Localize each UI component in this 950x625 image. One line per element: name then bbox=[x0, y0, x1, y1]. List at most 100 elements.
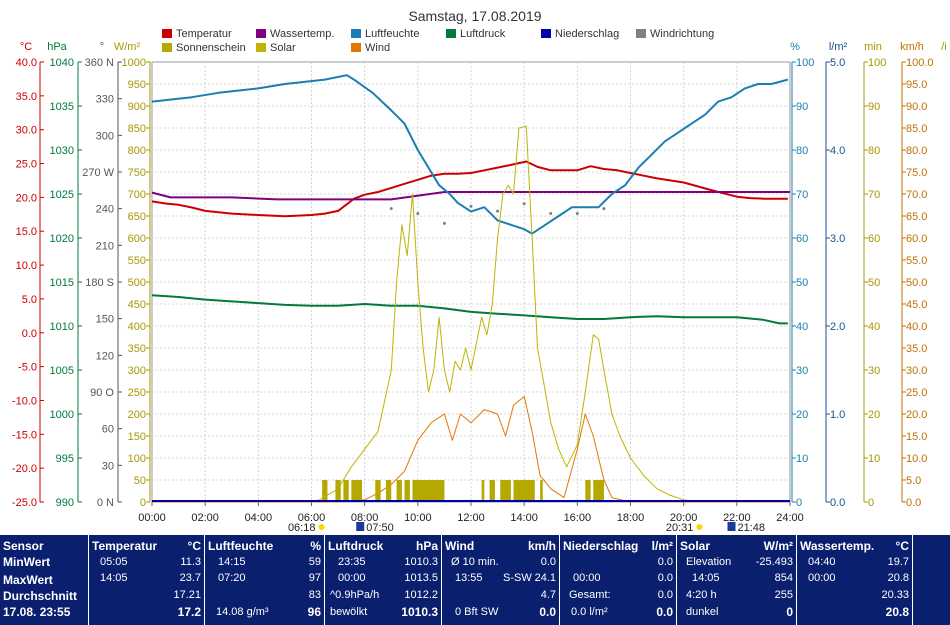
tick-label: 995 bbox=[56, 453, 74, 465]
tick-label: 80 bbox=[796, 145, 808, 157]
tick-label: 100 bbox=[796, 57, 814, 69]
solar-header: Solar bbox=[680, 539, 711, 553]
series-wassertemp- bbox=[151, 191, 790, 201]
solar-avg: 255 bbox=[774, 589, 793, 601]
sunshine-bar bbox=[513, 480, 535, 502]
press-max-time: 00:00 bbox=[338, 572, 366, 584]
grid bbox=[151, 61, 791, 503]
tick-label: 650 bbox=[128, 211, 146, 223]
solar-unit: W/m² bbox=[763, 539, 793, 553]
solar-elev-label: Elevation bbox=[686, 556, 732, 568]
tick-label: 250 bbox=[128, 387, 146, 399]
pressure-header: Luftdruck bbox=[328, 539, 384, 553]
tick-label: 25.0 bbox=[906, 387, 927, 399]
minwert-label: MinWert bbox=[3, 555, 51, 569]
tick-label: 60 bbox=[796, 233, 808, 245]
precip-total: 0.0 bbox=[657, 589, 673, 601]
tick-label: 1020 bbox=[50, 233, 74, 245]
precip-max-time: 00:00 bbox=[573, 572, 601, 584]
series-luftdruck bbox=[151, 294, 788, 325]
solar-column: Solar W/m² Elevation -25.493 14:05 854 4:20… bbox=[676, 535, 796, 625]
tick-label: 70 bbox=[796, 189, 808, 201]
series-wind bbox=[152, 395, 790, 503]
tick-label: 80 bbox=[868, 145, 880, 157]
tick-label: 15.0 bbox=[16, 226, 37, 238]
sunshine-bar bbox=[343, 480, 349, 502]
water-min-time: 04:40 bbox=[808, 556, 836, 568]
sunshine-bar bbox=[396, 480, 402, 502]
time-label: 14:00 bbox=[510, 512, 538, 524]
legend-swatch bbox=[446, 29, 456, 38]
time-label: 06:00 bbox=[298, 512, 326, 524]
precip-header: Niederschlag bbox=[563, 539, 639, 553]
solar-elevation: -25.493 bbox=[755, 556, 793, 568]
direction-point bbox=[389, 207, 393, 211]
tick-label: 30.0 bbox=[906, 365, 927, 377]
water-header: Wassertemp. bbox=[800, 539, 875, 553]
legend: Temperatur Wassertemp. Luftfeuchte Luftdruc… bbox=[162, 28, 714, 54]
tick-label: 100 bbox=[868, 57, 886, 69]
solar-state: dunkel bbox=[686, 606, 719, 618]
tick-label: 90 bbox=[868, 101, 880, 113]
moonrise-label: 07:50 bbox=[366, 522, 394, 534]
direction-point bbox=[442, 221, 446, 225]
tick-label: 120 bbox=[96, 350, 114, 362]
series-windrichtung bbox=[389, 202, 606, 225]
tick-label: 95.0 bbox=[906, 79, 927, 91]
time-label: 00:00 bbox=[138, 512, 166, 524]
moonset-label: 21:48 bbox=[738, 522, 766, 534]
wind-avg10: 0.0 bbox=[540, 556, 556, 568]
sunshine-bar bbox=[322, 480, 328, 502]
sunshine-bar bbox=[489, 480, 495, 502]
legend-swatch bbox=[351, 43, 361, 52]
sunset-icon bbox=[696, 524, 703, 530]
legend-swatch bbox=[636, 29, 646, 38]
tick-label: 1005 bbox=[50, 365, 74, 377]
weather-chart: Samstag, 17.08.2019 Temperatur Wassertemp… bbox=[12, 8, 947, 534]
tick-label: 1015 bbox=[50, 277, 74, 289]
precip-r1: 0.0 bbox=[657, 556, 673, 568]
tick-label: 900 bbox=[128, 101, 146, 113]
tick-label: 300 bbox=[128, 365, 146, 377]
sunrise-icon bbox=[318, 524, 325, 530]
axis-unit-solar: W/m² bbox=[114, 41, 141, 53]
solar-max: 854 bbox=[774, 572, 793, 584]
tick-label: 40.0 bbox=[16, 57, 37, 69]
tick-label: 240 bbox=[96, 204, 114, 216]
direction-point bbox=[416, 212, 420, 216]
hum-min-time: 14:15 bbox=[218, 556, 246, 568]
series-solar bbox=[152, 125, 790, 503]
wind-unit: km/h bbox=[527, 539, 556, 553]
summary-panel: Sensor MinWert MaxWert Durchschnitt 17.0… bbox=[0, 535, 950, 625]
tick-label: 50 bbox=[868, 277, 880, 289]
axis-unit-temp: °C bbox=[20, 41, 32, 53]
sunshine-bar bbox=[481, 480, 485, 502]
tick-label: -25.0 bbox=[12, 497, 37, 509]
tick-label: 270 W bbox=[82, 167, 114, 179]
tick-label: 1025 bbox=[50, 189, 74, 201]
wind-max: 24.1 bbox=[534, 572, 556, 584]
axis-precip: 5.0 4.0 3.0 2.0 1.0 0.0 bbox=[825, 57, 845, 509]
series-temperatur bbox=[151, 160, 788, 218]
tick-label: 210 bbox=[96, 240, 114, 252]
tick-label: 10.0 bbox=[906, 453, 927, 465]
press-avg: 1012.2 bbox=[404, 589, 438, 601]
tick-label: 10 bbox=[796, 453, 808, 465]
tick-label: 5.0 bbox=[830, 57, 845, 69]
sunshine-bar bbox=[335, 480, 341, 502]
tick-label: 1000 bbox=[122, 57, 146, 69]
water-column: Wassertemp. °C 04:40 19.7 00:00 20.8 20.33 … bbox=[796, 535, 912, 625]
tick-label: 5.0 bbox=[906, 475, 921, 487]
tick-label: 500 bbox=[128, 277, 146, 289]
tick-label: 180 S bbox=[85, 277, 114, 289]
tick-label: 5.0 bbox=[22, 294, 37, 306]
tick-label: 40 bbox=[796, 321, 808, 333]
time-label: 10:00 bbox=[404, 512, 432, 524]
time-label: 22:00 bbox=[723, 512, 751, 524]
direction-point bbox=[522, 202, 526, 206]
tick-label: 1040 bbox=[50, 57, 74, 69]
legend-swatch bbox=[351, 29, 361, 38]
sunset-label: 20:31 bbox=[666, 522, 694, 534]
sunshine-bar bbox=[540, 480, 543, 502]
sunshine-bar bbox=[351, 480, 363, 502]
